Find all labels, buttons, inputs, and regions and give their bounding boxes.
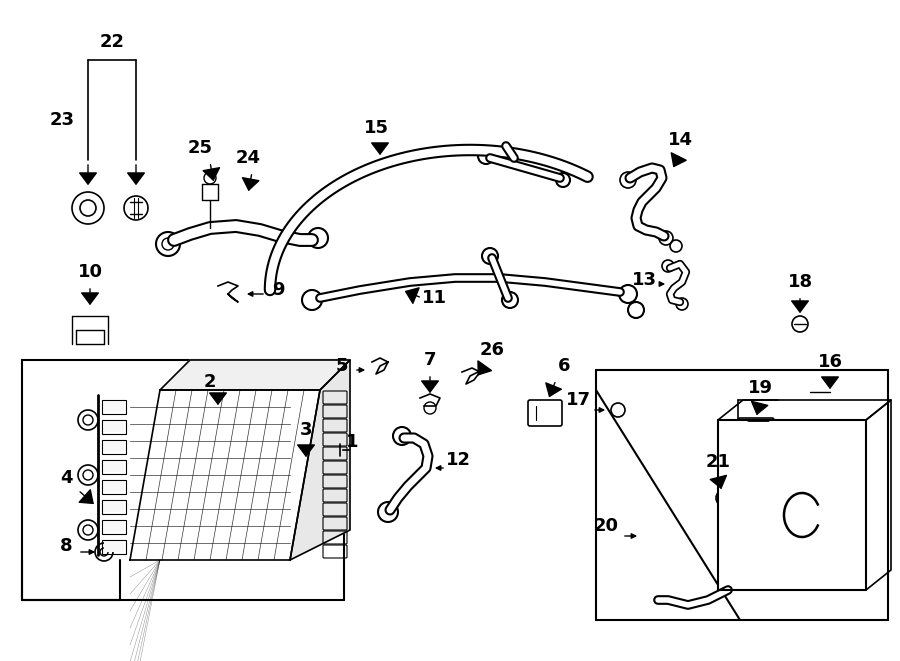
Text: 8: 8 <box>59 537 72 555</box>
Text: 2: 2 <box>203 373 216 391</box>
Text: 4: 4 <box>59 469 72 487</box>
Bar <box>104 522 124 532</box>
Text: 1: 1 <box>346 433 358 451</box>
Bar <box>104 442 124 452</box>
Polygon shape <box>160 360 350 390</box>
Bar <box>104 462 124 472</box>
Bar <box>102 420 126 434</box>
Bar <box>102 500 126 514</box>
Text: 25: 25 <box>187 139 212 157</box>
Bar <box>102 540 126 554</box>
Text: 14: 14 <box>668 131 692 149</box>
Text: 9: 9 <box>272 281 284 299</box>
Text: 6: 6 <box>558 357 571 375</box>
Bar <box>104 482 124 492</box>
Bar <box>104 422 124 432</box>
Text: 26: 26 <box>480 341 505 359</box>
Text: 19: 19 <box>748 379 772 397</box>
Polygon shape <box>130 390 320 560</box>
Text: 21: 21 <box>706 453 731 471</box>
Bar <box>102 400 126 414</box>
Polygon shape <box>290 360 350 560</box>
Bar <box>102 460 126 474</box>
Bar <box>102 480 126 494</box>
Bar <box>22 360 344 600</box>
Text: 7: 7 <box>424 351 436 369</box>
Text: 24: 24 <box>236 149 260 167</box>
Text: 16: 16 <box>817 353 842 371</box>
Text: 10: 10 <box>77 263 103 281</box>
Text: 5: 5 <box>336 357 348 375</box>
Bar <box>104 542 124 552</box>
Text: 11: 11 <box>421 289 446 307</box>
Text: 12: 12 <box>446 451 471 469</box>
Bar <box>104 402 124 412</box>
Text: 18: 18 <box>788 273 813 291</box>
Text: 17: 17 <box>565 391 590 409</box>
Bar <box>102 440 126 454</box>
Text: 22: 22 <box>100 33 124 51</box>
Text: 15: 15 <box>364 119 389 137</box>
Text: 3: 3 <box>300 421 312 439</box>
Polygon shape <box>718 420 866 590</box>
Bar <box>102 520 126 534</box>
Text: 20: 20 <box>593 517 618 535</box>
Text: 23: 23 <box>50 111 75 129</box>
Bar <box>596 370 888 620</box>
Text: 13: 13 <box>632 271 656 289</box>
Bar <box>104 502 124 512</box>
